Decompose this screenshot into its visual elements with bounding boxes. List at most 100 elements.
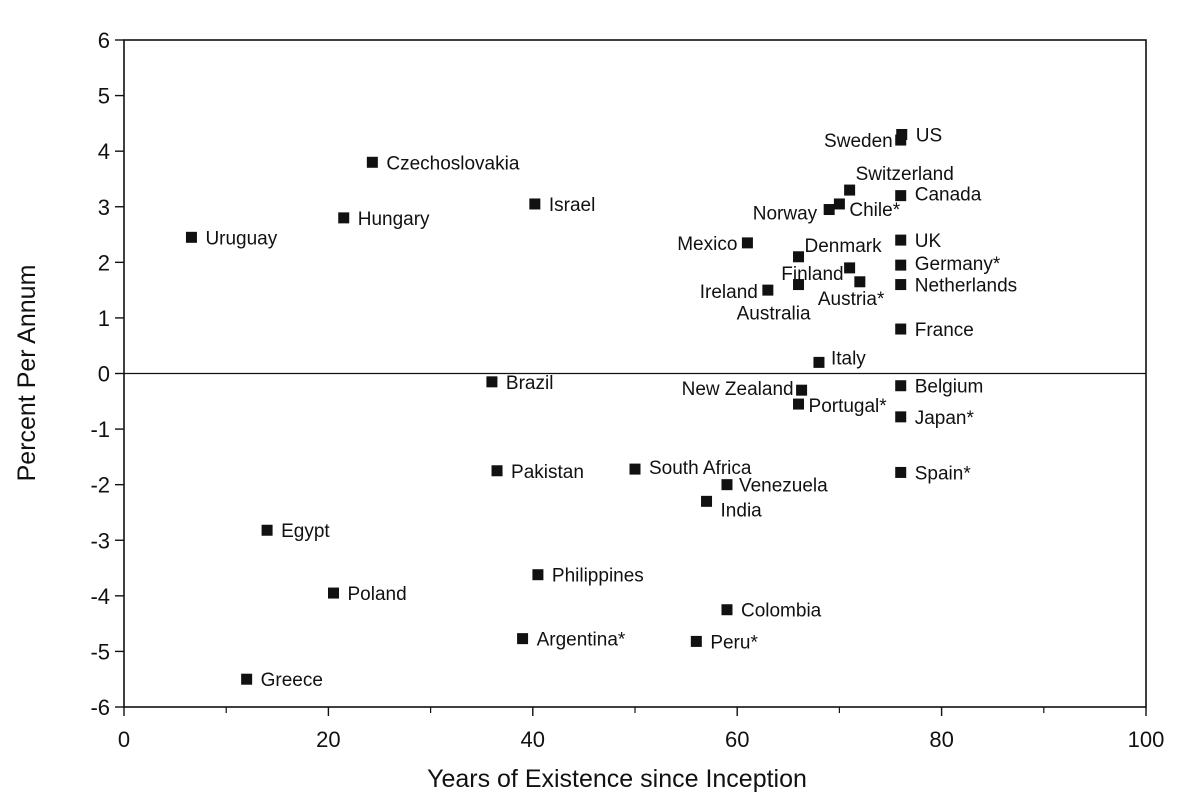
point-label: Austria* <box>818 289 885 310</box>
point-label: UK <box>915 231 942 252</box>
data-point: Brazil <box>486 373 553 394</box>
point-label: Finland <box>781 264 843 285</box>
point-marker <box>895 134 907 146</box>
point-label: Mexico <box>677 234 737 255</box>
point-label: Colombia <box>741 601 822 622</box>
point-label: Peru* <box>710 632 758 653</box>
y-tick-label: 0 <box>98 362 110 387</box>
data-point: Japan* <box>895 408 974 429</box>
point-marker <box>896 128 908 140</box>
data-point: US <box>896 125 942 146</box>
x-tick-label: 20 <box>316 727 340 752</box>
point-marker <box>338 212 350 224</box>
point-marker <box>895 466 907 478</box>
y-tick-label: -4 <box>90 584 110 609</box>
data-point: Uruguay <box>185 228 278 249</box>
point-label: Greece <box>261 670 323 691</box>
point-marker <box>762 284 774 296</box>
point-marker <box>895 190 907 202</box>
point-label: Pakistan <box>511 462 584 483</box>
point-label: Netherlands <box>915 276 1017 297</box>
point-label: Canada <box>915 185 982 206</box>
point-label: Sweden <box>824 131 893 152</box>
point-label: Argentina* <box>537 630 626 651</box>
point-marker <box>529 198 541 210</box>
point-label: Israel <box>549 195 595 216</box>
data-point: France <box>895 320 974 341</box>
data-point: Greece <box>241 670 323 691</box>
point-label: Belgium <box>915 377 984 398</box>
data-point: South Africa <box>629 458 752 479</box>
data-point: Norway <box>753 204 835 225</box>
point-label: France <box>915 320 974 341</box>
point-marker <box>813 356 825 368</box>
y-tick-label: 4 <box>98 139 110 164</box>
data-point: Chile* <box>833 198 901 221</box>
point-label: Portugal* <box>809 396 888 417</box>
point-marker <box>895 234 907 246</box>
point-marker <box>793 251 805 263</box>
x-tick-label: 60 <box>725 727 749 752</box>
data-point: Netherlands <box>895 276 1017 297</box>
y-axis-label: Percent Per Annum <box>13 265 41 482</box>
point-label: Switzerland <box>856 164 954 185</box>
point-label: Germany* <box>915 254 1001 275</box>
y-tick-label: 5 <box>98 84 110 109</box>
data-point: Poland <box>328 584 407 605</box>
data-point: UK <box>895 231 941 252</box>
point-label: Poland <box>348 584 407 605</box>
y-tick-label: 2 <box>98 250 110 275</box>
point-label: US <box>916 125 942 146</box>
data-point: Austria* <box>818 276 885 310</box>
point-label: Spain* <box>915 463 972 484</box>
point-marker <box>895 411 907 423</box>
point-marker <box>517 633 529 645</box>
point-marker <box>629 463 641 475</box>
point-marker <box>328 587 340 599</box>
point-marker <box>241 673 253 685</box>
data-point: Philippines <box>532 566 644 587</box>
point-marker <box>854 276 866 288</box>
point-label: Denmark <box>805 236 883 257</box>
point-label: Japan* <box>915 408 975 429</box>
point-marker <box>833 198 845 210</box>
point-label: Philippines <box>552 566 644 587</box>
point-marker <box>491 465 503 477</box>
point-label: Venezuela <box>739 476 828 497</box>
data-point: Hungary <box>338 209 430 230</box>
point-marker <box>895 380 907 392</box>
point-marker <box>895 259 907 271</box>
data-point: Switzerland <box>844 164 954 196</box>
data-point: Israel <box>529 195 595 216</box>
data-point: Colombia <box>721 601 822 622</box>
point-label: Uruguay <box>205 228 277 249</box>
y-tick-label: -5 <box>90 639 110 664</box>
point-label: India <box>721 500 763 521</box>
point-marker <box>366 156 378 168</box>
point-marker <box>793 398 805 410</box>
point-marker <box>532 569 544 581</box>
data-point: Czechoslovakia <box>366 153 520 174</box>
point-marker <box>844 262 856 274</box>
point-label: Egypt <box>281 521 330 542</box>
x-tick-label: 0 <box>118 727 130 752</box>
point-label: Czechoslovakia <box>386 153 519 174</box>
y-tick-label: -2 <box>90 473 110 498</box>
point-marker <box>721 479 733 491</box>
data-point: Egypt <box>261 521 330 542</box>
point-marker <box>741 237 753 249</box>
x-axis: 0 20 40 60 80 100 <box>118 707 1164 752</box>
data-point: Argentina* <box>517 630 626 651</box>
point-label: New Zealand <box>682 379 794 400</box>
y-tick-label: -3 <box>90 528 110 553</box>
point-label: Ireland <box>700 282 758 303</box>
y-tick-label: 3 <box>98 195 110 220</box>
data-point: Peru* <box>690 632 758 653</box>
point-label: Norway <box>753 204 818 225</box>
point-marker <box>690 635 702 647</box>
data-point: Spain* <box>895 463 971 484</box>
point-marker <box>721 604 733 616</box>
data-point: India <box>701 495 763 521</box>
